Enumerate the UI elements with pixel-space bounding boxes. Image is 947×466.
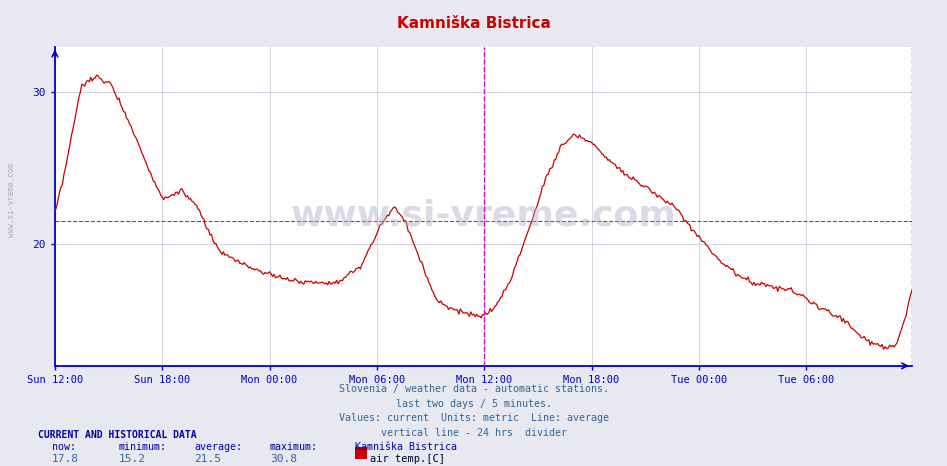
Text: 21.5: 21.5: [194, 454, 222, 464]
Text: www.si-vreme.com: www.si-vreme.com: [7, 164, 16, 237]
Text: air temp.[C]: air temp.[C]: [370, 454, 445, 464]
Text: last two days / 5 minutes.: last two days / 5 minutes.: [396, 399, 551, 409]
Text: minimum:: minimum:: [118, 442, 167, 452]
Text: Values: current  Units: metric  Line: average: Values: current Units: metric Line: aver…: [338, 413, 609, 423]
Text: maximum:: maximum:: [270, 442, 318, 452]
Text: Kamniška Bistrica: Kamniška Bistrica: [397, 16, 550, 31]
Text: www.si-vreme.com: www.si-vreme.com: [291, 199, 676, 233]
Text: Slovenia / weather data - automatic stations.: Slovenia / weather data - automatic stat…: [338, 384, 609, 394]
Text: vertical line - 24 hrs  divider: vertical line - 24 hrs divider: [381, 428, 566, 438]
Text: Kamniška Bistrica: Kamniška Bistrica: [355, 442, 457, 452]
Text: 30.8: 30.8: [270, 454, 297, 464]
Text: 17.8: 17.8: [52, 454, 80, 464]
Text: CURRENT AND HISTORICAL DATA: CURRENT AND HISTORICAL DATA: [38, 430, 197, 439]
Text: now:: now:: [52, 442, 76, 452]
Text: average:: average:: [194, 442, 242, 452]
Text: 15.2: 15.2: [118, 454, 146, 464]
